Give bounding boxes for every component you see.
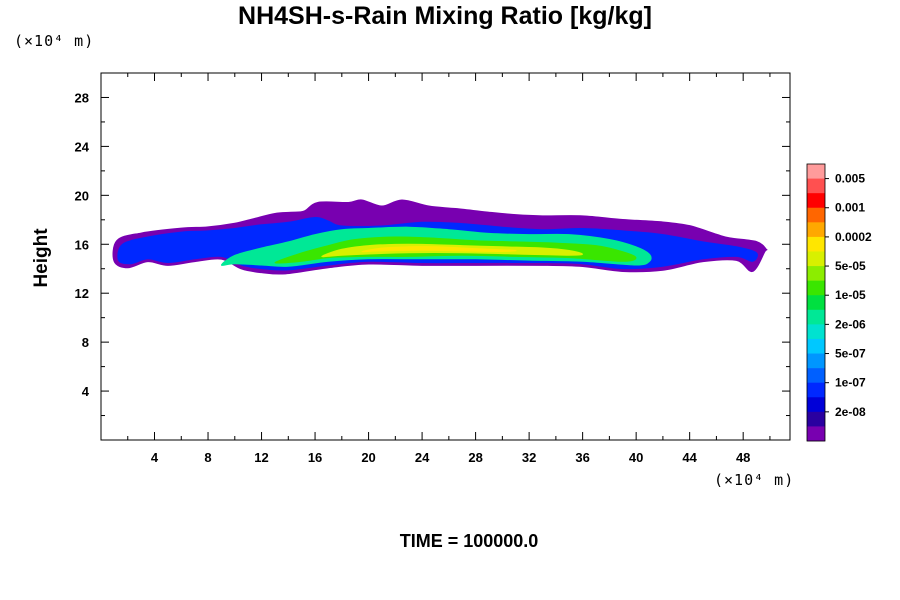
x-tick-label: 40 (629, 450, 643, 465)
colorbar-swatch (807, 178, 825, 194)
colorbar-swatch (807, 207, 825, 223)
time-label: TIME = 100000.0 (399, 531, 539, 551)
y-tick-label: 12 (75, 286, 89, 301)
contour-fill-0.0002 (361, 246, 517, 253)
colorbar-swatch (807, 338, 825, 354)
colorbar-swatch (807, 193, 825, 209)
x-tick-label: 36 (575, 450, 589, 465)
y-tick-label: 24 (75, 139, 90, 154)
plot-frame (100, 72, 791, 441)
colorbar-swatch (807, 295, 825, 311)
y-axis-unit-label: (×10⁴ m) (14, 32, 95, 50)
x-tick-label: 20 (361, 450, 375, 465)
colorbar-swatch (807, 236, 825, 252)
x-tick-label: 12 (254, 450, 268, 465)
y-tick-label: 28 (75, 90, 89, 105)
colorbar-frame (806, 163, 826, 442)
x-tick-label: 16 (308, 450, 322, 465)
x-tick-label: 4 (151, 450, 159, 465)
colorbar-label: 0.001 (835, 201, 865, 215)
x-tick-label: 28 (468, 450, 482, 465)
x-tick-label: 44 (682, 450, 697, 465)
colorbar-swatch (807, 353, 825, 369)
colorbar-label: 5e-07 (835, 347, 866, 361)
x-axis-unit-label: (×10⁴ m) (714, 471, 795, 489)
colorbar-label: 2e-08 (835, 405, 866, 419)
colorbar-swatch (807, 382, 825, 398)
x-tick-label: 32 (522, 450, 536, 465)
colorbar-label: 2e-06 (835, 317, 866, 331)
colorbar-swatch (807, 251, 825, 267)
colorbar-label: 5e-05 (835, 259, 866, 273)
x-tick-label: 8 (204, 450, 211, 465)
colorbar-label: 0.0002 (835, 230, 872, 244)
colorbar-swatch (807, 309, 825, 325)
colorbar-swatch (807, 411, 825, 427)
colorbar-swatch (807, 368, 825, 383)
y-tick-label: 8 (82, 335, 89, 350)
colorbar-label: 0.005 (835, 172, 865, 186)
y-tick-label: 20 (75, 188, 89, 203)
colorbar-swatch (807, 280, 825, 296)
x-tick-label: 48 (736, 450, 750, 465)
colorbar-swatch (807, 164, 825, 179)
colorbar-label: 1e-05 (835, 288, 866, 302)
colorbar-swatch (807, 426, 825, 442)
colorbar-label: 1e-07 (835, 376, 866, 390)
colorbar-swatch (807, 266, 825, 281)
y-tick-label: 4 (82, 384, 90, 399)
y-tick-label: 16 (75, 237, 89, 252)
colorbar-swatch (807, 397, 825, 413)
colorbar-swatch (807, 222, 825, 238)
x-tick-label: 24 (415, 450, 430, 465)
chart-title: NH4SH-s-Rain Mixing Ratio [kg/kg] (238, 2, 652, 30)
colorbar-swatch (807, 324, 825, 340)
